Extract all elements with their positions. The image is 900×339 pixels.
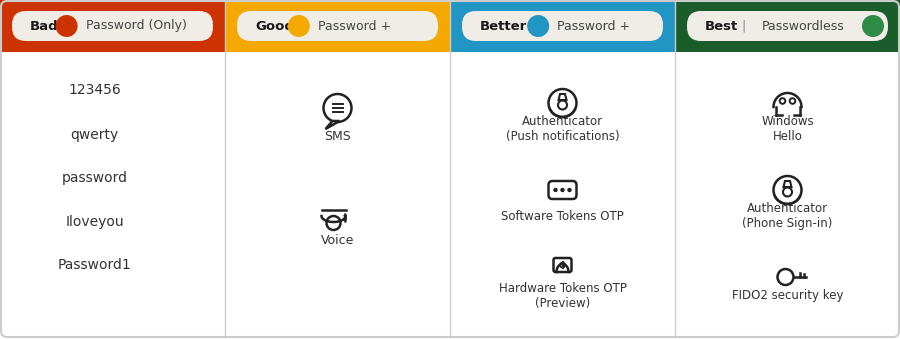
Bar bbox=[225, 52, 450, 338]
FancyBboxPatch shape bbox=[12, 11, 213, 41]
FancyBboxPatch shape bbox=[687, 11, 888, 41]
Text: Authenticator
(Phone Sign-in): Authenticator (Phone Sign-in) bbox=[742, 202, 833, 230]
FancyBboxPatch shape bbox=[462, 11, 663, 41]
Bar bbox=[225, 0, 450, 52]
Text: Iloveyou: Iloveyou bbox=[65, 215, 124, 229]
Bar bbox=[675, 0, 900, 52]
Text: qwerty: qwerty bbox=[70, 128, 119, 142]
Text: Authenticator
(Push notifications): Authenticator (Push notifications) bbox=[506, 115, 619, 143]
Bar bbox=[450, 52, 675, 338]
Text: Voice: Voice bbox=[320, 235, 355, 247]
Text: Bad: Bad bbox=[30, 20, 58, 33]
Text: FIDO2 security key: FIDO2 security key bbox=[732, 290, 843, 302]
Text: 123456: 123456 bbox=[68, 83, 121, 97]
Text: Password1: Password1 bbox=[58, 258, 131, 272]
Text: |: | bbox=[734, 20, 754, 33]
Text: Windows
Hello: Windows Hello bbox=[761, 115, 814, 143]
Text: Password +: Password + bbox=[557, 20, 630, 33]
Circle shape bbox=[554, 188, 558, 192]
Bar bbox=[675, 52, 900, 338]
Circle shape bbox=[561, 188, 564, 192]
Circle shape bbox=[527, 15, 549, 37]
Polygon shape bbox=[326, 121, 339, 129]
Text: password: password bbox=[61, 171, 128, 185]
Text: Software Tokens OTP: Software Tokens OTP bbox=[501, 210, 624, 222]
Text: Passwordless: Passwordless bbox=[761, 20, 844, 33]
Text: Password (Only): Password (Only) bbox=[86, 20, 186, 33]
Text: Password +: Password + bbox=[318, 20, 391, 33]
Circle shape bbox=[567, 188, 572, 192]
Circle shape bbox=[288, 15, 310, 37]
Text: Hardware Tokens OTP
(Preview): Hardware Tokens OTP (Preview) bbox=[499, 282, 626, 310]
FancyBboxPatch shape bbox=[237, 11, 438, 41]
Bar bbox=[0, 0, 225, 52]
Text: Good: Good bbox=[255, 20, 294, 33]
Circle shape bbox=[862, 15, 884, 37]
Bar bbox=[0, 52, 225, 338]
Text: Best: Best bbox=[705, 20, 738, 33]
Bar bbox=[450, 0, 675, 52]
Text: SMS: SMS bbox=[324, 129, 351, 142]
Circle shape bbox=[56, 15, 77, 37]
Text: Better: Better bbox=[480, 20, 527, 33]
